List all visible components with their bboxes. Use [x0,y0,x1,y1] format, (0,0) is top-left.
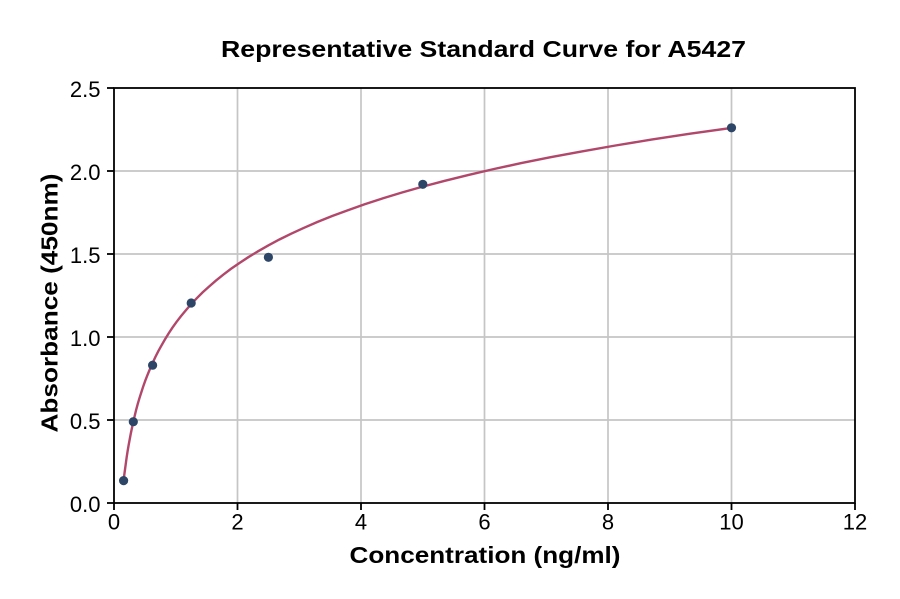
svg-text:2.5: 2.5 [70,77,101,102]
svg-text:1.0: 1.0 [70,326,101,351]
svg-text:4: 4 [355,510,367,535]
svg-text:2: 2 [231,510,243,535]
svg-text:Concentration (ng/ml): Concentration (ng/ml) [350,542,621,568]
svg-text:8: 8 [602,510,614,535]
svg-text:Absorbance (450nm): Absorbance (450nm) [37,174,63,433]
svg-text:0.5: 0.5 [70,409,101,434]
svg-text:6: 6 [478,510,490,535]
svg-text:10: 10 [719,510,743,535]
svg-text:12: 12 [843,510,867,535]
svg-text:0: 0 [108,510,120,535]
svg-text:Representative Standard Curve: Representative Standard Curve for A5427 [221,36,746,62]
svg-text:2.0: 2.0 [70,160,101,185]
svg-text:1.5: 1.5 [70,243,101,268]
svg-text:0.0: 0.0 [70,492,101,517]
